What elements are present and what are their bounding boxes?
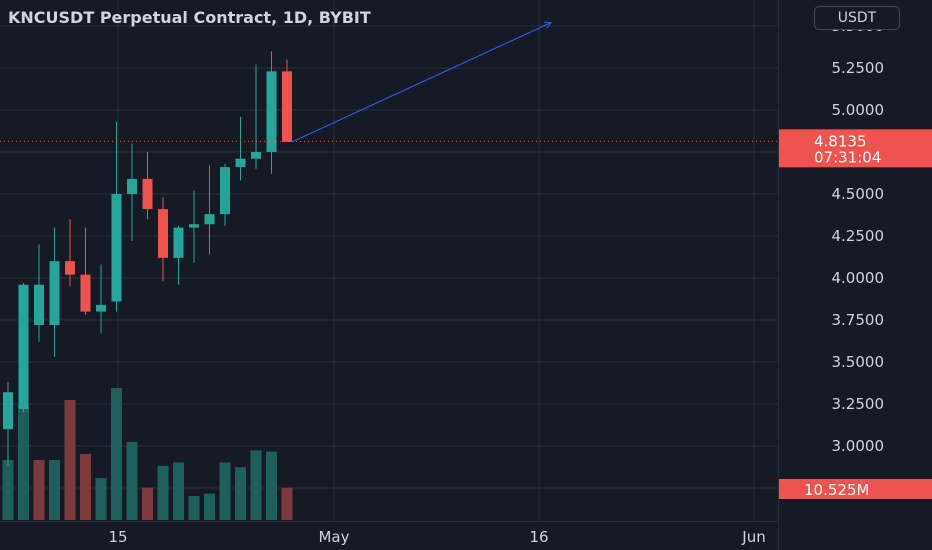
candle-body[interactable] <box>34 284 44 326</box>
price-tick-label: 3.0000 <box>832 437 885 455</box>
time-tick-label: May <box>318 528 349 546</box>
chart-title: KNCUSDT Perpetual Contract, 1D, BYBIT <box>8 8 371 27</box>
volume-bar <box>64 400 76 520</box>
candle-body[interactable] <box>80 274 91 312</box>
candle-body[interactable] <box>204 214 215 225</box>
volume-bar <box>111 388 122 520</box>
volume-bar <box>49 460 60 520</box>
candle-body[interactable] <box>49 261 60 326</box>
volume-bar <box>235 467 246 520</box>
candle-body[interactable] <box>282 71 292 142</box>
volume-bar <box>281 487 293 520</box>
time-tick-label: 16 <box>529 528 548 546</box>
currency-button[interactable]: USDT <box>814 6 900 30</box>
volume-bar <box>80 454 91 520</box>
volume-bar <box>173 462 184 520</box>
volume-bar <box>266 451 277 520</box>
last-price-label: 4.8135 <box>814 132 867 150</box>
price-tick-label: 3.2500 <box>832 395 885 413</box>
volume-bar <box>126 442 138 520</box>
price-tick-label: 4.0000 <box>832 269 885 287</box>
candle-body[interactable] <box>18 284 29 410</box>
candle-body[interactable] <box>111 194 122 302</box>
volume-bar <box>95 478 107 520</box>
volume-bar <box>18 406 29 520</box>
volume-bar <box>2 460 14 520</box>
candle-body[interactable] <box>142 178 153 210</box>
candle-body[interactable] <box>189 224 199 228</box>
candle-body[interactable] <box>127 178 137 194</box>
volume-bar <box>188 496 200 520</box>
candle-body[interactable] <box>96 304 106 312</box>
candle-body[interactable] <box>158 209 168 258</box>
volume-label-box <box>779 479 932 499</box>
volume-bar <box>219 462 231 520</box>
price-tick-label: 5.2500 <box>832 59 885 77</box>
volume-bar <box>204 493 215 520</box>
candle-body[interactable] <box>65 261 75 275</box>
price-tick-label: 5.0000 <box>832 101 885 119</box>
last-price-label-box <box>779 129 932 168</box>
trend-line[interactable] <box>291 22 552 143</box>
volume-value-label: 10.525M <box>804 481 869 499</box>
candle-body[interactable] <box>235 158 246 168</box>
countdown-label: 07:31:04 <box>814 148 881 166</box>
candle-body[interactable] <box>251 152 261 159</box>
trend-line-arrowhead <box>543 21 552 29</box>
time-tick-label: Jun <box>741 528 765 546</box>
candle-body[interactable] <box>3 392 13 430</box>
candle-body[interactable] <box>220 167 230 215</box>
candle-body[interactable] <box>173 227 184 258</box>
volume-bar <box>250 450 262 520</box>
volume-bar <box>142 487 153 520</box>
price-tick-label: 4.5000 <box>832 185 885 203</box>
candle-body[interactable] <box>266 71 277 152</box>
price-tick-label: 3.5000 <box>832 353 885 371</box>
time-tick-label: 15 <box>108 528 127 546</box>
price-tick-label: 3.7500 <box>832 311 885 329</box>
volume-bar <box>157 466 169 520</box>
price-tick-label: 4.2500 <box>832 227 885 245</box>
volume-bar <box>33 460 45 520</box>
